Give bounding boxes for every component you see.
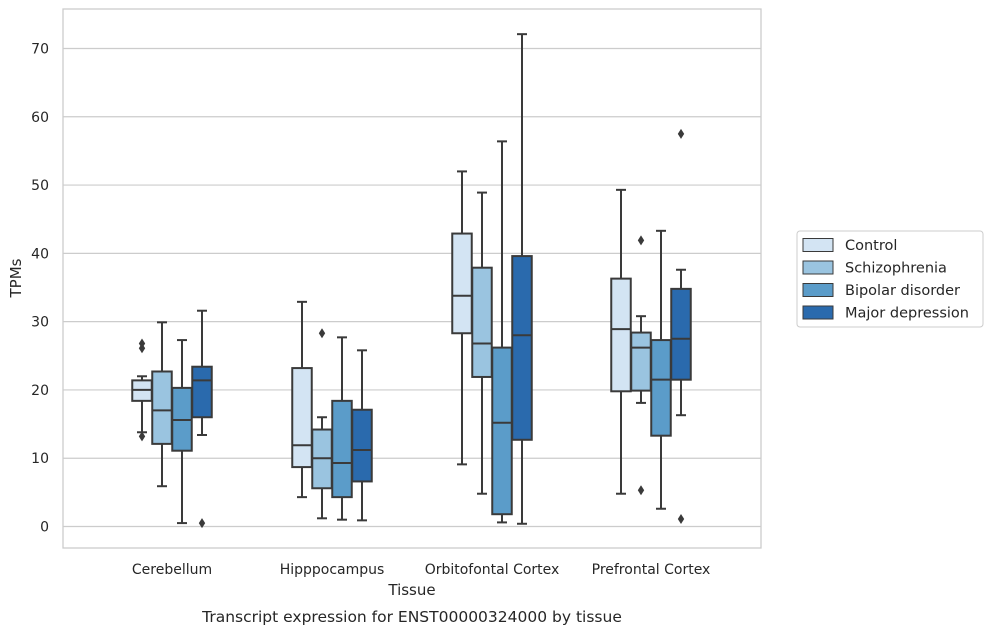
box-series: [131, 33, 692, 529]
box: [131, 338, 153, 442]
outlier-point: [318, 328, 326, 339]
box: [311, 328, 333, 520]
box: [630, 235, 652, 496]
outlier-point: [138, 338, 146, 349]
y-axis-ticks: 0 10 20 30 40 50 60 70: [31, 42, 49, 536]
y-tick-label: 30: [31, 315, 49, 331]
box-iqr: [511, 255, 533, 441]
box-iqr: [650, 339, 672, 437]
box: [650, 229, 672, 510]
box: [670, 128, 692, 524]
box-iqr: [491, 346, 513, 516]
series-major-depression: [191, 33, 692, 529]
legend-swatch: [802, 238, 834, 252]
box: [291, 300, 313, 499]
box: [610, 188, 632, 495]
box-iqr: [331, 399, 353, 499]
gridlines: [63, 47, 761, 528]
box: [451, 170, 473, 466]
y-tick-label: 10: [31, 451, 49, 467]
legend-label: Major depression: [845, 306, 969, 322]
x-axis-ticks: Cerebellum Hipppocampus Orbitofontal Corte…: [132, 562, 710, 578]
box: [471, 191, 493, 495]
legend-label: Bipolar disorder: [845, 283, 960, 299]
box: [171, 339, 193, 525]
box-iqr: [610, 277, 632, 393]
x-axis-title: Tissue: [387, 581, 435, 599]
legend-swatch: [802, 283, 834, 297]
box: [151, 321, 173, 488]
legend-frame: [796, 230, 984, 328]
outlier-point: [677, 128, 685, 139]
box-iqr: [191, 365, 213, 419]
y-tick-label: 50: [31, 178, 49, 194]
x-tick-label: Hipppocampus: [280, 562, 385, 578]
legend-label: Schizophrenia: [845, 261, 947, 277]
x-tick-label: Orbitofontal Cortex: [425, 562, 560, 578]
y-tick-label: 0: [40, 520, 49, 536]
x-tick-label: Prefrontal Cortex: [592, 562, 711, 578]
box-iqr: [670, 287, 692, 381]
y-axis-title: TPMs: [7, 258, 25, 298]
box-iqr: [291, 367, 313, 469]
x-tick-label: Cerebellum: [132, 562, 212, 578]
legend-swatch: [802, 305, 834, 320]
legend: Control Schizophrenia Bipolar disorder Majo…: [796, 230, 984, 328]
series-bipolar-disorder: [171, 140, 672, 525]
series-control: [131, 170, 632, 499]
figure-caption: Transcript expression for ENST0000032400…: [201, 608, 622, 626]
box-iqr: [630, 331, 652, 392]
box-iqr: [471, 266, 493, 378]
outlier-point: [637, 485, 645, 496]
box-iqr: [351, 408, 373, 483]
outlier-point: [198, 518, 206, 529]
y-tick-label: 60: [31, 110, 49, 126]
box: [511, 33, 533, 525]
legend-swatch: [802, 260, 834, 275]
outlier-point: [637, 235, 645, 246]
outlier-point: [677, 513, 685, 524]
plot-frame: [62, 8, 762, 549]
box: [331, 336, 353, 521]
box: [351, 349, 373, 522]
box-iqr: [151, 370, 173, 445]
legend-label: Control: [845, 238, 897, 254]
box: [191, 309, 213, 529]
box: [491, 140, 513, 524]
y-tick-label: 40: [31, 246, 49, 262]
series-schizophrenia: [151, 191, 652, 520]
y-tick-label: 20: [31, 383, 49, 399]
outlier-point: [138, 431, 146, 442]
y-tick-label: 70: [31, 42, 49, 58]
box-iqr: [451, 232, 473, 335]
